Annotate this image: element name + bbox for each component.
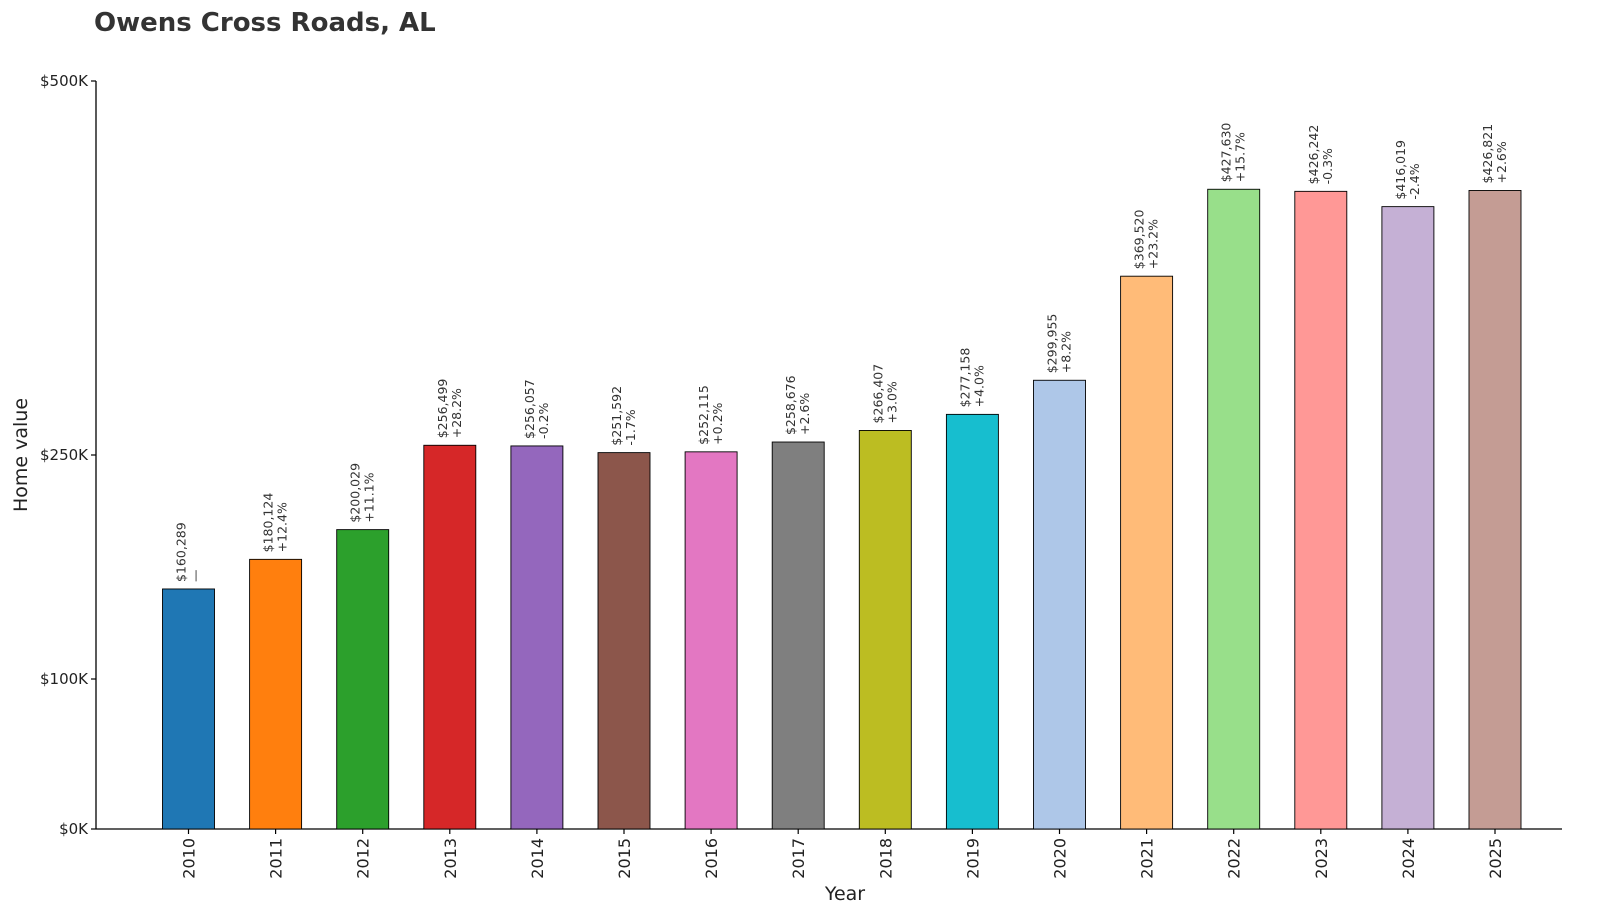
bar-2022 — [1207, 188, 1261, 830]
bar-2015 — [597, 452, 651, 830]
change-label-2024: -2.4% — [1407, 163, 1422, 199]
bar-2025 — [1468, 190, 1522, 830]
value-label-2015: $251,592 — [609, 386, 624, 446]
x-tick-label-2010: 2010 — [180, 838, 199, 879]
x-tick-label-2017: 2017 — [789, 838, 808, 879]
y-tick-label: $100K — [40, 670, 89, 688]
change-label-2016: +0.2% — [710, 402, 725, 444]
bar-2014 — [510, 445, 564, 830]
bars-group — [162, 188, 1522, 830]
value-label-2018: $266,407 — [870, 364, 885, 424]
x-tick-label-2011: 2011 — [267, 838, 286, 879]
change-label-2021: +23.2% — [1146, 219, 1161, 269]
x-tick-label-2024: 2024 — [1399, 838, 1418, 879]
bar-2013 — [423, 444, 477, 830]
change-label-2023: -0.3% — [1320, 148, 1335, 184]
x-tick-label-2019: 2019 — [963, 838, 982, 879]
value-label-2022: $427,630 — [1219, 123, 1234, 183]
x-axis: 2010 2011 2012 2013 2014 2015 2016 2017 2018 2019… — [96, 828, 1562, 879]
value-label-2023: $426,242 — [1306, 125, 1321, 185]
x-tick-label-2025: 2025 — [1486, 838, 1505, 879]
value-label-2016: $252,115 — [696, 385, 711, 445]
change-label-2012: +11.1% — [362, 472, 377, 522]
value-label-2013: $256,499 — [435, 379, 450, 439]
change-label-2020: +8.2% — [1059, 331, 1074, 373]
change-label-2018: +3.0% — [884, 381, 899, 423]
value-label-2014: $256,057 — [522, 379, 537, 439]
change-label-2022: +15.7% — [1233, 132, 1248, 182]
bar-2011 — [249, 558, 303, 830]
y-tick-label: $250K — [40, 446, 89, 464]
change-label-2011: +12.4% — [275, 502, 290, 552]
value-label-2017: $258,676 — [783, 375, 798, 435]
bar-2019 — [945, 413, 999, 830]
x-tick-label-2012: 2012 — [354, 838, 373, 879]
x-tick-label-2013: 2013 — [441, 838, 460, 879]
value-label-2010: $160,289 — [174, 522, 189, 582]
change-label-2025: +2.6% — [1494, 141, 1509, 183]
x-tick-label-2020: 2020 — [1051, 838, 1070, 879]
x-tick-label-2016: 2016 — [702, 838, 721, 879]
value-label-2011: $180,124 — [261, 493, 276, 553]
bar-2016 — [684, 451, 738, 830]
bar-2017 — [771, 441, 825, 830]
change-label-2015: -1.7% — [623, 409, 638, 445]
x-tick-label-2015: 2015 — [615, 838, 634, 879]
change-label-2019: +4.0% — [971, 365, 986, 407]
bar-2010 — [162, 588, 215, 830]
y-axis: $0K $100K $250K $500K — [40, 72, 97, 838]
bar-2020 — [1033, 379, 1086, 830]
change-label-2017: +2.6% — [797, 393, 812, 435]
change-label-2013: +28.2% — [449, 388, 464, 438]
y-axis-label: Home value — [10, 398, 32, 512]
bar-2023 — [1294, 190, 1348, 830]
x-axis-label: Year — [824, 883, 865, 905]
bar-2018 — [858, 430, 912, 830]
value-label-2024: $416,019 — [1393, 140, 1408, 200]
bar-2024 — [1381, 206, 1435, 830]
value-label-2019: $277,158 — [957, 348, 972, 408]
change-label-2010: — — [188, 569, 203, 582]
x-tick-label-2014: 2014 — [528, 838, 547, 879]
data-labels-group: $160,289 — $180,124 +12.4% $200,029 +11.1% $25… — [174, 123, 1510, 582]
bar-2012 — [336, 529, 390, 830]
value-label-2021: $369,520 — [1132, 210, 1147, 270]
x-tick-label-2018: 2018 — [876, 838, 895, 879]
x-tick-label-2021: 2021 — [1138, 838, 1157, 879]
value-label-2020: $299,955 — [1045, 314, 1060, 374]
value-label-2025: $426,821 — [1480, 124, 1495, 184]
x-tick-label-2022: 2022 — [1225, 838, 1244, 879]
y-tick-label: $0K — [59, 820, 89, 838]
x-tick-label-2023: 2023 — [1312, 838, 1331, 879]
y-tick-label: $500K — [40, 72, 89, 90]
bar-2021 — [1120, 275, 1174, 830]
chart-title: Owens Cross Roads, AL — [94, 8, 436, 38]
value-label-2012: $200,029 — [348, 463, 363, 523]
change-label-2014: -0.2% — [536, 403, 551, 439]
